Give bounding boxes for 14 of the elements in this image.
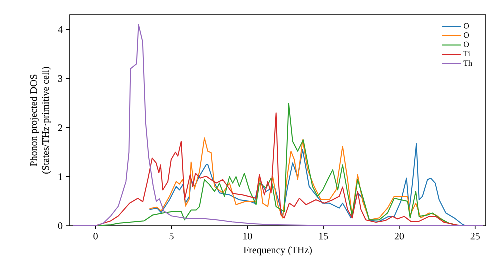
x-tick-label: 5 <box>170 233 174 240</box>
x-tick-label: 25 <box>470 233 480 240</box>
y-tick-label: 1 <box>58 174 62 180</box>
y-tick-label: 2 <box>58 124 62 132</box>
line-series <box>72 24 484 226</box>
x-tick-label: 20 <box>394 233 404 240</box>
y-axis-title: Phonon projected DOS (States/THz·primitive cell) <box>30 67 52 174</box>
y-tick-label: 3 <box>58 75 63 82</box>
y-tick-label: 0 <box>58 222 63 230</box>
x-axis-title: Frequency (THz) <box>244 246 312 256</box>
x-tick-label: 15 <box>319 233 328 240</box>
y-tick-label: 4 <box>58 26 63 34</box>
x-tick-label: 10 <box>244 233 252 240</box>
x-tick-label: 0 <box>94 233 98 240</box>
